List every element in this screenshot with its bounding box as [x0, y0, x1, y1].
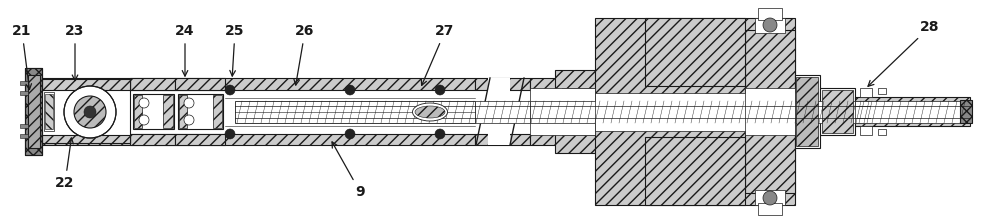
Circle shape [225, 129, 235, 139]
Bar [530, 88, 595, 135]
Circle shape [139, 98, 149, 108]
Ellipse shape [413, 103, 448, 121]
Bar [163, 95, 173, 128]
Bar [175, 134, 225, 145]
Text: 21: 21 [12, 24, 32, 89]
Bar [645, 137, 745, 205]
Circle shape [225, 85, 235, 95]
Text: 27: 27 [421, 24, 455, 85]
Bar [20, 91, 28, 95]
Bar [745, 88, 795, 135]
Bar [175, 78, 225, 90]
Bar [42, 135, 130, 143]
Text: 23: 23 [65, 24, 85, 81]
Bar [860, 88, 872, 97]
Bar [795, 75, 820, 148]
Bar [488, 78, 510, 145]
Bar [860, 126, 872, 135]
Bar [855, 97, 970, 126]
Bar [130, 134, 175, 145]
Bar [42, 80, 130, 143]
Polygon shape [25, 68, 42, 155]
Bar [475, 78, 530, 90]
Circle shape [345, 129, 355, 139]
Text: 22: 22 [55, 138, 75, 190]
Bar [820, 88, 855, 135]
Bar [878, 129, 886, 135]
Bar [179, 95, 187, 128]
Bar [42, 79, 130, 90]
Bar [530, 78, 600, 90]
Bar [758, 203, 782, 215]
Circle shape [435, 129, 445, 139]
Text: 9: 9 [332, 142, 365, 199]
Text: 24: 24 [175, 24, 195, 76]
Bar [530, 101, 870, 123]
Bar [475, 134, 530, 145]
Circle shape [435, 85, 445, 95]
Circle shape [763, 18, 777, 32]
Bar [822, 90, 853, 133]
Bar [755, 18, 785, 33]
Text: 26: 26 [294, 24, 315, 85]
Circle shape [184, 98, 194, 108]
Bar [20, 81, 28, 85]
Bar [38, 78, 475, 90]
Polygon shape [28, 75, 40, 148]
Bar [758, 8, 782, 20]
Ellipse shape [415, 106, 445, 118]
Bar [878, 88, 886, 94]
Bar [745, 30, 795, 193]
Circle shape [763, 191, 777, 205]
Circle shape [345, 85, 355, 95]
Circle shape [64, 86, 116, 138]
Circle shape [139, 115, 149, 125]
Bar [645, 18, 745, 86]
Circle shape [74, 96, 106, 128]
Bar [960, 100, 972, 123]
Circle shape [84, 106, 96, 118]
Bar [530, 134, 600, 145]
Bar [20, 124, 28, 128]
Text: 28: 28 [868, 20, 940, 86]
Bar [133, 94, 174, 129]
Bar [475, 101, 530, 123]
Bar [213, 95, 222, 128]
Bar [25, 68, 42, 155]
Bar [555, 70, 645, 153]
Bar [44, 92, 54, 131]
Bar [595, 93, 795, 131]
Bar [130, 78, 175, 90]
Bar [235, 101, 475, 123]
Bar [20, 134, 28, 138]
Bar [855, 101, 970, 123]
Bar [595, 18, 795, 205]
Bar [562, 88, 638, 135]
Bar [178, 94, 223, 129]
Bar [755, 190, 785, 205]
Circle shape [184, 115, 194, 125]
Text: 25: 25 [225, 24, 245, 76]
Bar [38, 134, 475, 145]
Bar [796, 77, 818, 146]
Bar [134, 95, 142, 128]
Bar [45, 94, 53, 129]
